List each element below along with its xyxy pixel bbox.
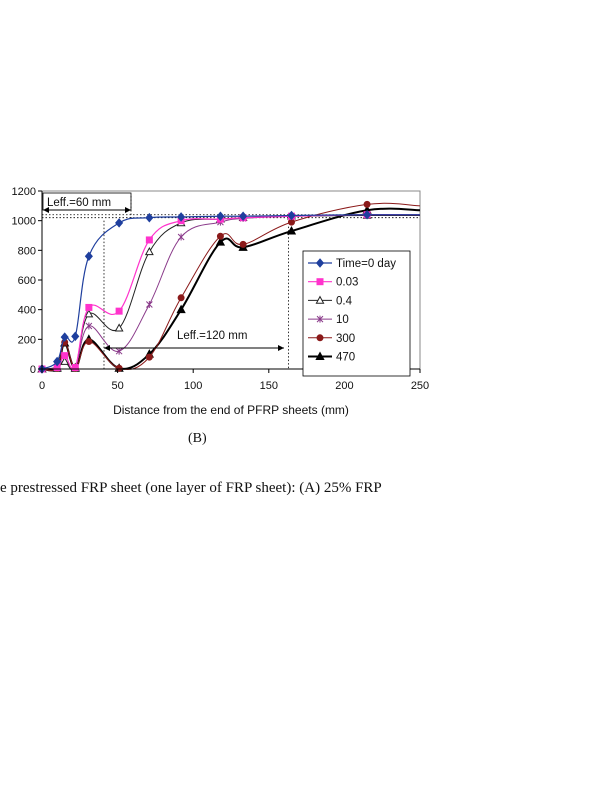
x-tick-label: 200 — [335, 380, 353, 392]
legend-label: 0.4 — [336, 295, 353, 307]
panel-label: (B) — [188, 431, 207, 446]
y-tick-label: 600 — [18, 275, 36, 287]
series-layer — [37, 200, 421, 374]
data-point — [71, 364, 79, 372]
data-point — [71, 331, 80, 342]
data-point — [287, 210, 296, 221]
y-tick-label: 0 — [30, 364, 36, 376]
x-tick-label: 150 — [260, 380, 278, 392]
data-point — [84, 251, 93, 262]
legend-item: 0.4 — [308, 295, 353, 307]
x-tick-label: 100 — [184, 380, 202, 392]
data-point — [239, 240, 247, 248]
figure-caption: e prestressed FRP sheet (one layer of FR… — [0, 480, 382, 496]
y-tick-label: 800 — [18, 245, 36, 257]
legend-marker — [315, 295, 325, 304]
x-tick-label: 50 — [111, 380, 123, 392]
legend-label: 10 — [336, 314, 349, 326]
annotations: Leff.=60 mm Leff.=120 mm — [42, 192, 284, 351]
x-tick-label: 250 — [411, 380, 429, 392]
data-point — [177, 212, 186, 222]
data-point — [85, 338, 93, 346]
legend-item: Time=0 day — [308, 258, 396, 270]
data-point — [286, 226, 297, 235]
legend-marker — [315, 258, 325, 268]
annotation-leff-120: Leff.=120 mm — [104, 330, 284, 351]
data-point — [115, 307, 123, 315]
arrow-head — [278, 345, 284, 351]
series-0 — [37, 209, 421, 374]
legend-item: 470 — [308, 351, 355, 364]
legend-marker — [315, 351, 325, 360]
legend-item: 0.03 — [308, 277, 358, 289]
data-point — [363, 200, 371, 208]
annotation-text: Leff.=60 mm — [47, 197, 111, 209]
y-tick-label: 200 — [18, 334, 36, 346]
y-tick-label: 1000 — [12, 216, 36, 228]
data-point — [115, 218, 124, 228]
y-tick-label: 1200 — [12, 186, 36, 198]
data-point — [85, 303, 93, 311]
legend: Time=0 day 0.03 0.4 10 300 470 — [302, 250, 411, 377]
arrow-head — [43, 207, 49, 213]
data-point — [144, 246, 154, 256]
legend-label: 0.03 — [336, 277, 358, 289]
data-point — [215, 237, 226, 246]
data-point — [176, 304, 186, 314]
data-point — [177, 233, 185, 241]
legend-marker — [316, 334, 324, 342]
y-tick-label: 400 — [18, 305, 36, 317]
data-point — [114, 323, 124, 332]
legend-item: 10 — [308, 314, 349, 326]
data-point — [145, 300, 153, 308]
data-point — [145, 212, 154, 223]
legend-marker — [316, 315, 324, 323]
legend-item: 300 — [308, 333, 355, 345]
legend-label: 300 — [336, 333, 355, 345]
data-point — [115, 364, 123, 372]
legend-marker — [316, 278, 324, 286]
data-point — [84, 309, 94, 318]
data-point — [61, 352, 69, 360]
data-point — [85, 322, 93, 330]
data-point — [60, 332, 69, 342]
data-point — [145, 353, 153, 361]
arrow-head — [125, 207, 131, 213]
legend-label: 470 — [336, 352, 355, 364]
data-point — [60, 356, 70, 365]
data-point — [145, 236, 153, 244]
data-point — [216, 232, 224, 240]
x-tick-label: 0 — [39, 380, 45, 392]
data-point — [239, 211, 248, 221]
data-point — [363, 209, 372, 220]
annotation-leff-60: Leff.=60 mm — [42, 192, 132, 218]
data-point — [216, 211, 225, 221]
data-point — [115, 347, 123, 355]
arrow-head — [104, 345, 110, 351]
data-point — [53, 356, 62, 367]
annotation-text: Leff.=120 mm — [177, 330, 247, 342]
data-point — [177, 294, 185, 302]
x-axis-label: Distance from the end of PFRP sheets (mm… — [113, 403, 349, 417]
legend-label: Time=0 day — [336, 258, 396, 270]
